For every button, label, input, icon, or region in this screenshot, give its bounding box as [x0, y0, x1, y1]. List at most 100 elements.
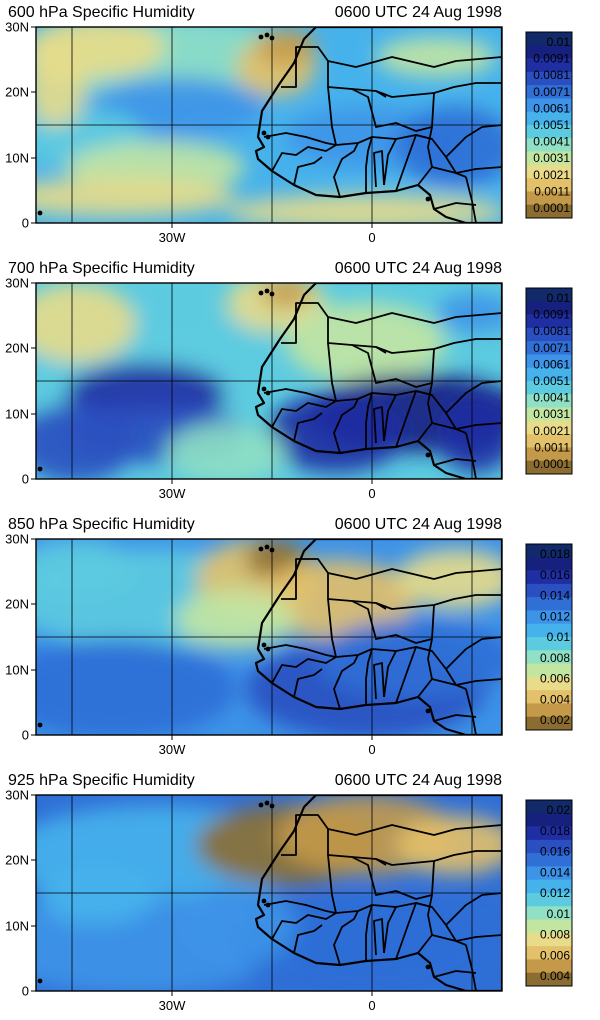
- panel-timestamp: 0600 UTC 24 Aug 1998: [335, 772, 502, 789]
- legend-swatch: [526, 839, 572, 854]
- legend-swatch: [526, 407, 572, 422]
- legend-label: 0.0011: [534, 184, 570, 198]
- color-legend: 0.01 0.0091 0.0081 0.0071 0.0061 0.0051 0.0041…: [525, 31, 573, 219]
- legend-swatch: [526, 354, 572, 369]
- lat-tick-label: 30N: [5, 20, 29, 35]
- map-area: [35, 26, 503, 224]
- legend-swatch: [526, 125, 572, 139]
- legend-swatch: [526, 853, 572, 867]
- legend-swatch: [526, 583, 572, 598]
- legend-swatch: [526, 85, 572, 99]
- legend-swatch: [526, 800, 572, 814]
- panel-2: 700 hPa Specific Humidity 0600 UTC 24 Aug…: [5, 260, 573, 501]
- legend-label: 0.01: [547, 630, 571, 644]
- legend-swatch: [526, 288, 572, 302]
- legend-swatch: [526, 650, 572, 664]
- legend-label: 0.0051: [533, 118, 570, 132]
- panel-timestamp: 0600 UTC 24 Aug 1998: [335, 516, 502, 533]
- lon-tick-label: 0: [368, 998, 375, 1013]
- color-legend: 0.02 0.018 0.016 0.014 0.012 0.01 0.008 0.006 0.…: [525, 799, 573, 987]
- legend-label: 0.0001: [533, 201, 570, 215]
- legend-swatch: [526, 663, 572, 678]
- legend-label: 0.0061: [533, 357, 570, 371]
- legend-swatch: [526, 460, 572, 475]
- color-legend: 0.018 0.016 0.014 0.012 0.01 0.008 0.006 0.004 0…: [525, 543, 573, 731]
- legend-label: 0.0081: [533, 68, 570, 82]
- legend-swatch: [526, 570, 572, 585]
- legend-label: 0.0071: [533, 341, 570, 355]
- legend-swatch: [526, 623, 572, 638]
- legend-label: 0.0001: [533, 457, 570, 471]
- legend-swatch: [526, 381, 572, 395]
- legend-swatch: [526, 972, 572, 987]
- legend-swatch: [526, 597, 572, 611]
- panel-title: 700 hPa Specific Humidity: [8, 260, 195, 277]
- legend-label: 0.008: [540, 651, 570, 665]
- legend-swatch: [526, 71, 572, 86]
- legend-swatch: [526, 544, 572, 558]
- legend-label: 0.004: [540, 969, 570, 983]
- legend-label: 0.006: [540, 948, 570, 962]
- lat-tick-label: 30N: [5, 276, 29, 291]
- lon-tick-label: 0: [368, 486, 375, 501]
- panel-4: 925 hPa Specific Humidity 0600 UTC 24 Aug…: [5, 772, 573, 1013]
- legend-label: 0.0011: [534, 440, 570, 454]
- legend-label: 0.014: [540, 865, 570, 879]
- legend-swatch: [526, 98, 572, 113]
- legend-swatch: [526, 301, 572, 315]
- panel-3: 850 hPa Specific Humidity 0600 UTC 24 Aug…: [5, 516, 573, 757]
- legend-swatch: [526, 447, 572, 462]
- legend-swatch: [526, 959, 572, 974]
- legend-swatch: [526, 327, 572, 342]
- panel-title: 925 hPa Specific Humidity: [8, 772, 195, 789]
- legend-label: 0.0091: [533, 308, 570, 322]
- panel-timestamp: 0600 UTC 24 Aug 1998: [335, 260, 502, 277]
- color-legend: 0.01 0.0091 0.0081 0.0071 0.0061 0.0051 0.0041…: [525, 287, 573, 475]
- legend-swatch: [526, 138, 572, 152]
- lon-tick-label: 0: [368, 742, 375, 757]
- lat-tick-label: 0: [22, 472, 29, 487]
- legend-swatch: [526, 906, 572, 920]
- legend-swatch: [526, 676, 572, 691]
- lat-tick-label: 0: [22, 216, 29, 231]
- lon-tick-label: 30W: [159, 486, 186, 501]
- lon-tick-label: 30W: [159, 742, 186, 757]
- legend-swatch: [526, 367, 572, 382]
- lat-tick-label: 30N: [5, 788, 29, 803]
- legend-swatch: [526, 879, 572, 894]
- legend-swatch: [526, 637, 572, 651]
- lat-tick-label: 0: [22, 728, 29, 743]
- legend-swatch: [526, 813, 572, 827]
- legend-swatch: [526, 32, 572, 46]
- lat-tick-label: 20N: [5, 341, 29, 356]
- legend-swatch: [526, 893, 572, 907]
- panel-title: 600 hPa Specific Humidity: [8, 4, 195, 21]
- legend-label: 0.0081: [533, 324, 570, 338]
- legend-label: 0.0061: [533, 101, 570, 115]
- legend-label: 0.0031: [533, 407, 570, 421]
- legend-label: 0.01: [547, 907, 571, 921]
- legend-label: 0.014: [540, 589, 570, 603]
- lat-tick-label: 10N: [5, 151, 29, 166]
- legend-label: 0.012: [540, 609, 570, 623]
- legend-label: 0.0091: [533, 52, 570, 66]
- legend-swatch: [526, 151, 572, 166]
- panel-timestamp: 0600 UTC 24 Aug 1998: [335, 4, 502, 21]
- map-area: [35, 794, 503, 992]
- legend-label: 0.016: [540, 845, 570, 859]
- legend-swatch: [526, 434, 572, 448]
- legend-label: 0.02: [547, 803, 571, 817]
- legend-swatch: [526, 178, 572, 192]
- legend-label: 0.0031: [533, 151, 570, 165]
- legend-label: 0.0041: [533, 391, 570, 405]
- legend-label: 0.012: [540, 886, 570, 900]
- legend-swatch: [526, 111, 572, 126]
- legend-swatch: [526, 826, 572, 841]
- legend-swatch: [526, 946, 572, 960]
- legend-label: 0.018: [540, 547, 570, 561]
- legend-swatch: [526, 703, 572, 718]
- lat-tick-label: 30N: [5, 532, 29, 547]
- legend-swatch: [526, 314, 572, 329]
- legend-swatch: [526, 932, 572, 947]
- legend-label: 0.008: [540, 928, 570, 942]
